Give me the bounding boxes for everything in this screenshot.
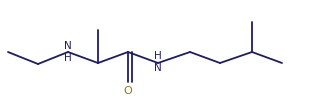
Text: O: O bbox=[124, 86, 132, 96]
Text: H: H bbox=[154, 51, 162, 61]
Text: N: N bbox=[154, 63, 162, 73]
Text: N: N bbox=[64, 41, 72, 51]
Text: H: H bbox=[64, 53, 72, 63]
